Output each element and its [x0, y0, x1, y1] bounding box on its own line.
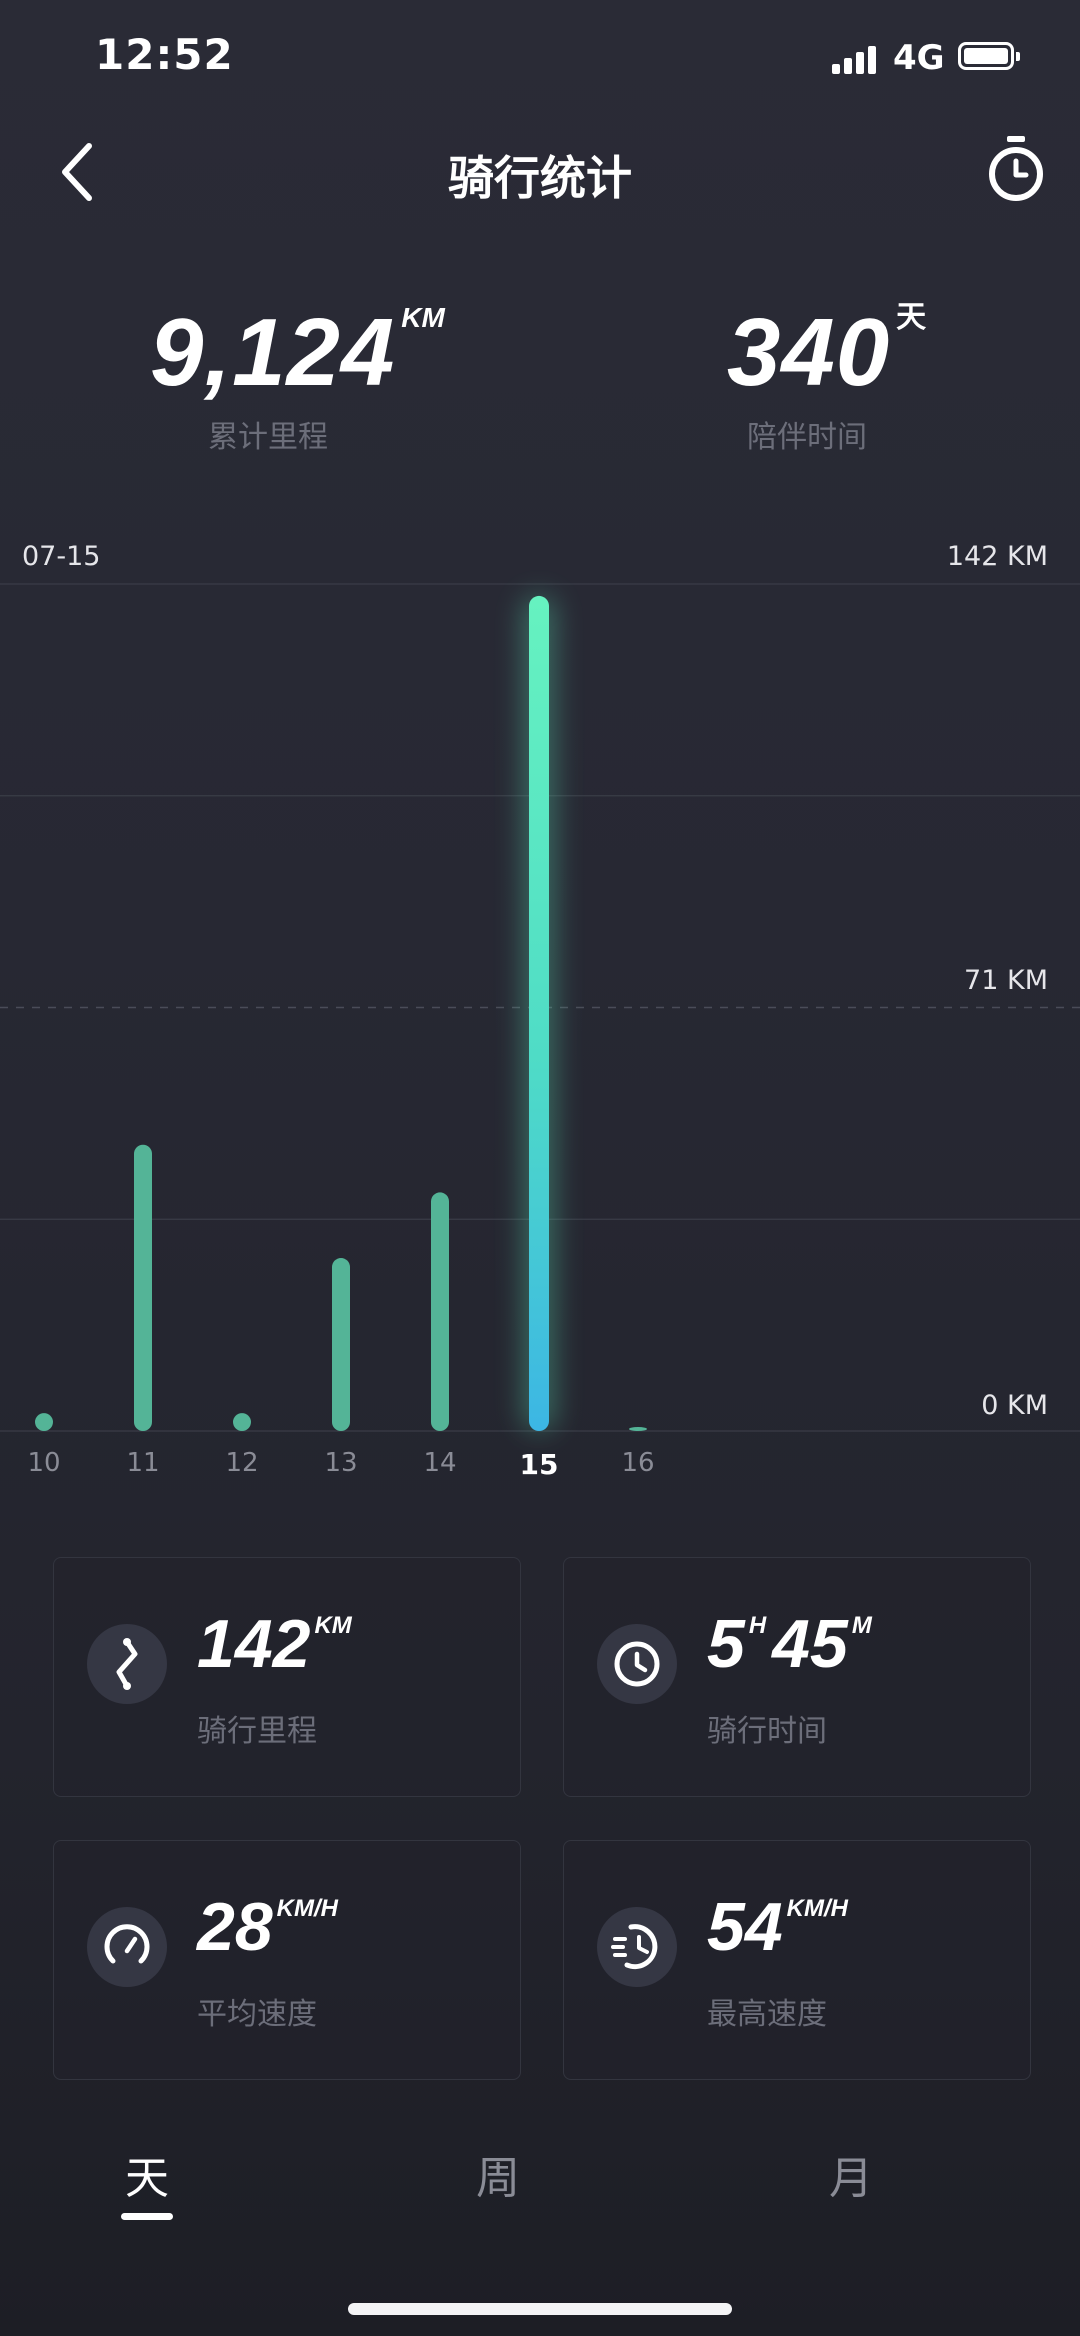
- bar-day-11[interactable]: [134, 1144, 152, 1431]
- back-button[interactable]: [55, 140, 105, 204]
- tab-day[interactable]: 天: [125, 2153, 169, 2204]
- bar-day-16[interactable]: [629, 1427, 647, 1431]
- bar-day-13[interactable]: [332, 1258, 350, 1431]
- x-tick-label-14[interactable]: 14: [423, 1448, 457, 1478]
- total-distance-value: 9,124: [150, 299, 396, 406]
- distance-unit: KM: [314, 1612, 352, 1639]
- duration-card[interactable]: 5 H45 M 骑行时间: [563, 1557, 1031, 1797]
- chevron-left-icon: [62, 143, 92, 201]
- bar-chart: [0, 583, 1080, 1432]
- avg-speed-value-group: 28 KM/H: [197, 1893, 338, 1961]
- days-value: 340: [727, 299, 891, 406]
- stopwatch-icon: [989, 136, 1043, 201]
- distance-value: 142: [197, 1606, 311, 1682]
- avg-speed-label: 平均速度: [197, 1997, 317, 2032]
- days-value-group: 340 天: [727, 298, 926, 408]
- avg-speed-unit: KM/H: [276, 1895, 338, 1922]
- signal-icon: [832, 46, 876, 74]
- x-tick-label-16[interactable]: 16: [621, 1448, 655, 1478]
- x-tick-label-15[interactable]: 15: [519, 1448, 559, 1481]
- distance-value-group: 142 KM: [197, 1610, 352, 1678]
- x-tick-label-10[interactable]: 10: [27, 1448, 61, 1478]
- max-speed-label: 最高速度: [707, 1997, 827, 2032]
- duration-value-group: 5 H45 M: [707, 1610, 872, 1678]
- x-tick-label-11[interactable]: 11: [126, 1448, 160, 1478]
- avg-speed-card[interactable]: 28 KM/H 平均速度: [53, 1840, 521, 2080]
- speedometer-icon: [87, 1907, 167, 1987]
- total-distance-unit: KM: [401, 302, 445, 333]
- duration-hours-unit: H: [748, 1612, 767, 1639]
- distance-label: 骑行里程: [197, 1714, 317, 1749]
- total-distance-label: 累计里程: [208, 420, 328, 455]
- network-label: 4G: [893, 38, 945, 78]
- x-tick-label-13[interactable]: 13: [324, 1448, 358, 1478]
- duration-minutes-unit: M: [851, 1612, 872, 1639]
- bar-day-12[interactable]: [233, 1413, 251, 1431]
- max-speed-card[interactable]: 54 KM/H 最高速度: [563, 1840, 1031, 2080]
- y-tick-label-top: 142 KM: [946, 541, 1048, 572]
- bar-day-15[interactable]: [529, 595, 549, 1431]
- duration-label: 骑行时间: [707, 1714, 827, 1749]
- duration-hours: 5: [707, 1606, 745, 1682]
- page-title: 骑行统计: [448, 151, 632, 205]
- timer-button[interactable]: [984, 134, 1048, 206]
- max-speed-value-group: 54 KM/H: [707, 1893, 848, 1961]
- bar-day-14[interactable]: [431, 1192, 449, 1431]
- max-speed-unit: KM/H: [786, 1895, 848, 1922]
- days-unit: 天: [896, 300, 927, 335]
- duration-minutes: 45: [772, 1606, 848, 1682]
- status-time: 12:52: [95, 30, 234, 79]
- tab-active-indicator: [121, 2213, 173, 2220]
- y-tick-label-mid: 71 KM: [964, 965, 1048, 996]
- selected-date-label: 07-15: [22, 541, 101, 572]
- avg-speed-value: 28: [197, 1889, 273, 1965]
- home-indicator: [348, 2303, 732, 2315]
- tab-month[interactable]: 月: [829, 2153, 873, 2204]
- speed-fast-icon: [597, 1907, 677, 1987]
- bar-day-10[interactable]: [35, 1413, 53, 1431]
- tab-week[interactable]: 周: [476, 2153, 520, 2204]
- x-tick-label-12[interactable]: 12: [225, 1448, 259, 1478]
- battery-icon: [958, 42, 1020, 70]
- total-distance-value-group: 9,124 KM: [150, 298, 445, 408]
- days-label: 陪伴时间: [747, 420, 867, 455]
- distance-card[interactable]: 142 KM 骑行里程: [53, 1557, 521, 1797]
- y-tick-label-bottom: 0 KM: [981, 1390, 1048, 1421]
- clock-icon: [597, 1624, 677, 1704]
- route-icon: [87, 1624, 167, 1704]
- max-speed-value: 54: [707, 1889, 783, 1965]
